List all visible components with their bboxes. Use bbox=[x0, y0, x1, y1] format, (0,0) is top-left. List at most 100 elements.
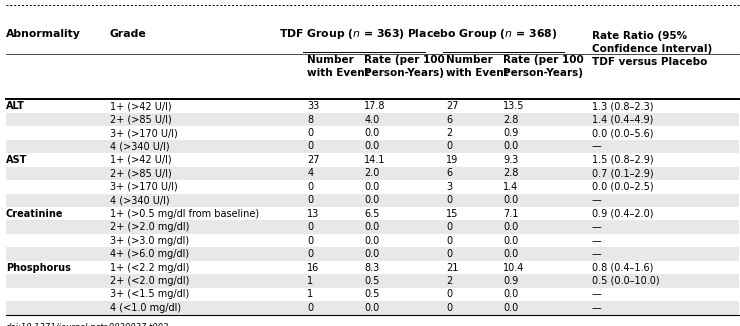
Text: 4+ (>6.0 mg/dl): 4+ (>6.0 mg/dl) bbox=[110, 249, 189, 259]
Text: 0.0: 0.0 bbox=[364, 249, 380, 259]
Text: 0: 0 bbox=[446, 141, 452, 152]
Text: 0.8 (0.4–1.6): 0.8 (0.4–1.6) bbox=[592, 262, 653, 273]
Text: Rate (per 100
Person-Years): Rate (per 100 Person-Years) bbox=[364, 55, 445, 78]
Text: doi:10.1371/journal.pctr.0020027.t002: doi:10.1371/journal.pctr.0020027.t002 bbox=[6, 323, 169, 326]
Text: 0.0: 0.0 bbox=[364, 222, 380, 232]
Text: 1: 1 bbox=[307, 289, 313, 299]
Text: —: — bbox=[592, 195, 602, 205]
Text: 3+ (<1.5 mg/dl): 3+ (<1.5 mg/dl) bbox=[110, 289, 189, 299]
Text: 0.0: 0.0 bbox=[503, 289, 519, 299]
Text: 6.5: 6.5 bbox=[364, 209, 380, 219]
Text: Rate (per 100
Person-Years): Rate (per 100 Person-Years) bbox=[503, 55, 584, 78]
Text: 0: 0 bbox=[307, 222, 313, 232]
Text: 2+ (>85 U/l): 2+ (>85 U/l) bbox=[110, 169, 171, 178]
Text: 0.0: 0.0 bbox=[364, 303, 380, 313]
Text: 0: 0 bbox=[307, 236, 313, 245]
Text: 0.5: 0.5 bbox=[364, 289, 380, 299]
Text: 15: 15 bbox=[446, 209, 459, 219]
Text: 27: 27 bbox=[307, 155, 320, 165]
Text: 0.9 (0.4–2.0): 0.9 (0.4–2.0) bbox=[592, 209, 653, 219]
Text: 2: 2 bbox=[446, 276, 452, 286]
Text: 0.0: 0.0 bbox=[503, 141, 519, 152]
Text: 0: 0 bbox=[446, 289, 452, 299]
Text: 0.0: 0.0 bbox=[503, 236, 519, 245]
Text: 1.5 (0.8–2.9): 1.5 (0.8–2.9) bbox=[592, 155, 653, 165]
Text: 1+ (>42 U/l): 1+ (>42 U/l) bbox=[110, 101, 171, 111]
Text: AST: AST bbox=[6, 155, 27, 165]
Bar bbox=[6, 194, 739, 207]
Text: —: — bbox=[592, 141, 602, 152]
Text: —: — bbox=[592, 236, 602, 245]
Text: 33: 33 bbox=[307, 101, 320, 111]
Text: 0.0: 0.0 bbox=[364, 236, 380, 245]
Text: 6: 6 bbox=[446, 169, 452, 178]
Text: 1: 1 bbox=[307, 276, 313, 286]
Bar bbox=[6, 247, 739, 261]
Text: 1+ (>42 U/l): 1+ (>42 U/l) bbox=[110, 155, 171, 165]
Text: 0: 0 bbox=[446, 195, 452, 205]
Text: 2.8: 2.8 bbox=[503, 169, 519, 178]
Text: 0.5 (0.0–10.0): 0.5 (0.0–10.0) bbox=[592, 276, 659, 286]
Text: 7.1: 7.1 bbox=[503, 209, 519, 219]
Bar bbox=[6, 113, 739, 126]
Text: 0.0 (0.0–5.6): 0.0 (0.0–5.6) bbox=[592, 128, 653, 138]
Text: Phosphorus: Phosphorus bbox=[6, 262, 71, 273]
Text: —: — bbox=[592, 303, 602, 313]
Text: 2+ (>85 U/l): 2+ (>85 U/l) bbox=[110, 115, 171, 125]
Text: 3+ (>3.0 mg/dl): 3+ (>3.0 mg/dl) bbox=[110, 236, 189, 245]
Text: 0: 0 bbox=[446, 236, 452, 245]
Text: 0.9: 0.9 bbox=[503, 128, 519, 138]
Text: 0: 0 bbox=[307, 128, 313, 138]
Bar bbox=[6, 220, 739, 234]
Text: Abnormality: Abnormality bbox=[6, 29, 81, 39]
Text: Number
with Event: Number with Event bbox=[307, 55, 370, 78]
Text: 2+ (>2.0 mg/dl): 2+ (>2.0 mg/dl) bbox=[110, 222, 189, 232]
Text: —: — bbox=[592, 289, 602, 299]
Text: 19: 19 bbox=[446, 155, 459, 165]
Text: 0: 0 bbox=[307, 182, 313, 192]
Text: 4.0: 4.0 bbox=[364, 115, 380, 125]
Text: 0.0: 0.0 bbox=[503, 195, 519, 205]
Text: 0: 0 bbox=[446, 249, 452, 259]
Text: 1+ (>0.5 mg/dl from baseline): 1+ (>0.5 mg/dl from baseline) bbox=[110, 209, 259, 219]
Text: 0.0: 0.0 bbox=[503, 249, 519, 259]
Text: —: — bbox=[592, 249, 602, 259]
Text: Grade: Grade bbox=[110, 29, 147, 39]
Bar bbox=[6, 167, 739, 180]
Text: 0.0: 0.0 bbox=[364, 195, 380, 205]
Text: 27: 27 bbox=[446, 101, 459, 111]
Text: 16: 16 bbox=[307, 262, 320, 273]
Text: 0.0: 0.0 bbox=[503, 222, 519, 232]
Text: 3+ (>170 U/l): 3+ (>170 U/l) bbox=[110, 182, 178, 192]
Text: Creatinine: Creatinine bbox=[6, 209, 64, 219]
Text: 0: 0 bbox=[307, 303, 313, 313]
Text: 0: 0 bbox=[307, 195, 313, 205]
Text: 2.0: 2.0 bbox=[364, 169, 380, 178]
Text: 17.8: 17.8 bbox=[364, 101, 386, 111]
Text: 6: 6 bbox=[446, 115, 452, 125]
Text: 1.4 (0.4–4.9): 1.4 (0.4–4.9) bbox=[592, 115, 653, 125]
Bar bbox=[6, 301, 739, 315]
Text: 0.0 (0.0–2.5): 0.0 (0.0–2.5) bbox=[592, 182, 653, 192]
Text: Number
with Event: Number with Event bbox=[446, 55, 509, 78]
Text: 0: 0 bbox=[446, 303, 452, 313]
Text: 8.3: 8.3 bbox=[364, 262, 380, 273]
Text: 0: 0 bbox=[307, 141, 313, 152]
Text: 0.5: 0.5 bbox=[364, 276, 380, 286]
Text: ALT: ALT bbox=[6, 101, 25, 111]
Text: Placebo Group ($n$ = 368): Placebo Group ($n$ = 368) bbox=[407, 27, 558, 41]
Text: 3: 3 bbox=[446, 182, 452, 192]
Text: 2+ (<2.0 mg/dl): 2+ (<2.0 mg/dl) bbox=[110, 276, 189, 286]
Text: 4 (>340 U/l): 4 (>340 U/l) bbox=[110, 141, 169, 152]
Text: 13: 13 bbox=[307, 209, 320, 219]
Text: 0.7 (0.1–2.9): 0.7 (0.1–2.9) bbox=[592, 169, 653, 178]
Text: 0.0: 0.0 bbox=[364, 182, 380, 192]
Text: 14.1: 14.1 bbox=[364, 155, 386, 165]
Text: —: — bbox=[592, 222, 602, 232]
Text: 8: 8 bbox=[307, 115, 313, 125]
Text: 2.8: 2.8 bbox=[503, 115, 519, 125]
Text: 0.0: 0.0 bbox=[364, 128, 380, 138]
Text: 9.3: 9.3 bbox=[503, 155, 519, 165]
Text: 0.0: 0.0 bbox=[364, 141, 380, 152]
Text: 1.4: 1.4 bbox=[503, 182, 519, 192]
